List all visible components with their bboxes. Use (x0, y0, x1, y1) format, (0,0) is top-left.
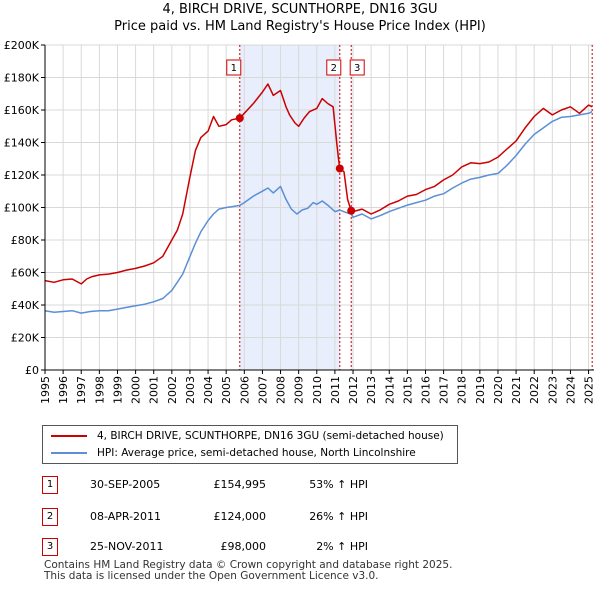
y-tick-label: £0 (25, 364, 39, 377)
x-tick-label: 2002 (166, 376, 179, 404)
x-tick-label: 2011 (329, 376, 342, 404)
footer-licence: This data is licensed under the Open Gov… (44, 570, 379, 582)
y-tick-label: £200K (4, 39, 40, 52)
legend-label-property: 4, BIRCH DRIVE, SCUNTHORPE, DN16 3GU (se… (97, 430, 444, 442)
sale-row: 2 08-APR-2011 £124,000 26% ↑ HPI (0, 508, 600, 528)
x-tick-label: 2017 (438, 376, 451, 404)
legend-label-hpi: HPI: Average price, semi-detached house,… (97, 447, 416, 459)
footer-copyright: Contains HM Land Registry data © Crown c… (44, 559, 453, 571)
legend-line-property (51, 435, 87, 437)
price-chart: 1 2 3 £0 £20K £40K £60K £80K £100K £120K £140K £16… (4, 39, 596, 404)
x-tick-label: 1996 (57, 376, 70, 404)
legend: 4, BIRCH DRIVE, SCUNTHORPE, DN16 3GU (se… (42, 425, 458, 464)
x-tick-label: 2022 (528, 376, 541, 404)
gridlines (44, 44, 594, 371)
x-tick-label: 2006 (238, 376, 251, 404)
x-tick-label: 1999 (111, 376, 124, 404)
sale-number-badge: 1 (42, 476, 58, 494)
y-tick-label: £100K (4, 202, 40, 215)
sale-label-box (349, 59, 365, 76)
x-tick-label: 1997 (75, 376, 88, 404)
sale-hpi-change: 2% ↑ HPI (316, 540, 368, 553)
x-tick-label: 2020 (492, 376, 505, 404)
sale-price: £124,000 (213, 510, 267, 523)
x-tick-label: 2018 (456, 376, 469, 404)
sale-date: 30-SEP-2005 (90, 478, 161, 491)
x-tick-label: 2024 (564, 376, 577, 404)
x-tick-label: 1995 (39, 376, 52, 404)
x-tick-label: 1998 (93, 376, 106, 404)
x-tick-label: 2025 (583, 376, 596, 404)
x-tick-label: 2000 (130, 376, 143, 404)
legend-line-hpi (51, 452, 87, 454)
sale-row: 3 25-NOV-2011 £98,000 2% ↑ HPI (0, 538, 600, 558)
y-tick-label: £40K (11, 299, 40, 312)
y-tick-label: £120K (4, 169, 40, 182)
sale-price: £154,995 (213, 478, 267, 491)
sale-price: £98,000 (220, 540, 267, 553)
y-tick-label: £180K (4, 72, 40, 85)
y-tick-label: £140K (4, 137, 40, 150)
series-lines (44, 83, 593, 314)
x-tick-label: 2001 (148, 376, 161, 404)
x-tick-label: 2021 (510, 376, 523, 404)
y-tick-label: £160K (4, 104, 40, 117)
legend-entry-hpi: HPI: Average price, semi-detached house,… (51, 446, 416, 460)
x-tick-label: 2023 (546, 376, 559, 404)
y-tick-label: £20K (11, 332, 40, 345)
sale-date: 08-APR-2011 (90, 510, 162, 523)
sale-hpi-change: 26% ↑ HPI (309, 510, 368, 523)
x-tick-label: 2016 (419, 376, 432, 404)
chart-title-address: 4, BIRCH DRIVE, SCUNTHORPE, DN16 3GU (162, 2, 438, 17)
sale-label-box (226, 59, 242, 76)
sale-hpi-change: 53% ↑ HPI (309, 478, 368, 491)
x-tick-label: 2013 (365, 376, 378, 404)
sale-number-badge: 2 (42, 508, 58, 526)
sale-number-badge: 3 (42, 538, 58, 556)
x-tick-label: 2004 (202, 376, 215, 404)
x-tick-label: 2007 (256, 376, 269, 404)
sale-label-text: 2 (331, 63, 337, 74)
x-tick-label: 2003 (184, 376, 197, 404)
sale-date: 25-NOV-2011 (90, 540, 164, 553)
x-tick-label: 2014 (383, 376, 396, 404)
x-tick-label: 2005 (220, 376, 233, 404)
sale-point (347, 206, 356, 215)
sale-label-text: 3 (354, 63, 360, 74)
sale-label-text: 1 (231, 63, 237, 74)
sale-points: 1 2 3 (226, 59, 365, 215)
series-line-hpi (44, 110, 593, 314)
sale-label-box (326, 59, 342, 76)
x-tick-label: 2019 (474, 376, 487, 404)
sale-point (335, 164, 344, 173)
axes: £0 £20K £40K £60K £80K £100K £120K £140K £160K £1… (4, 39, 596, 404)
x-tick-label: 2010 (311, 376, 324, 404)
y-tick-label: £60K (11, 267, 40, 280)
footer-attribution: Contains HM Land Registry data © Crown c… (44, 560, 452, 582)
x-tick-label: 2008 (275, 376, 288, 404)
x-tick-label: 2015 (401, 376, 414, 404)
sale-point (235, 114, 244, 123)
x-tick-label: 2009 (293, 376, 306, 404)
y-tick-label: £80K (11, 234, 40, 247)
legend-entry-property: 4, BIRCH DRIVE, SCUNTHORPE, DN16 3GU (se… (51, 429, 444, 443)
series-line-property (44, 83, 593, 285)
sale-row: 1 30-SEP-2005 £154,995 53% ↑ HPI (0, 476, 600, 496)
x-tick-label: 2012 (347, 376, 360, 404)
chart-title: Price paid vs. HM Land Registry's House … (114, 19, 486, 34)
